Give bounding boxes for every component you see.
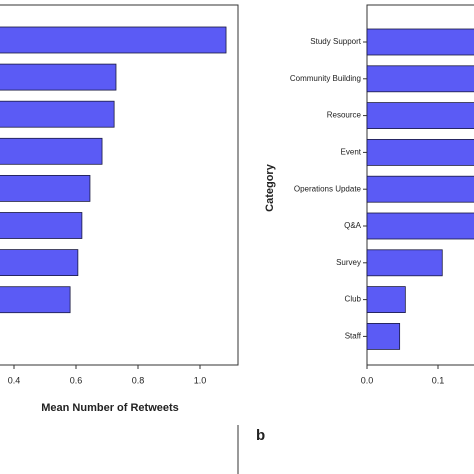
y-tick-label: Survey bbox=[336, 258, 361, 267]
bar bbox=[366, 102, 474, 129]
plot-frame bbox=[0, 4, 239, 366]
bar bbox=[366, 65, 474, 93]
bar bbox=[0, 286, 71, 314]
y-tick-label: Club bbox=[345, 295, 362, 304]
panel-label: b bbox=[256, 427, 265, 444]
y-tick-label: Study Support bbox=[310, 37, 361, 46]
x-tick-label: 0.0 bbox=[361, 375, 374, 385]
bar bbox=[0, 137, 103, 165]
bar bbox=[0, 212, 83, 239]
y-tick-label: Operations Update bbox=[294, 184, 362, 193]
y-tick-label: Event bbox=[341, 148, 362, 157]
bar bbox=[0, 63, 117, 91]
bar bbox=[366, 28, 474, 56]
bar bbox=[0, 249, 79, 277]
y-tick-label: Community Building bbox=[290, 74, 361, 83]
bar bbox=[366, 322, 401, 350]
y-tick-label: Staff bbox=[345, 332, 362, 341]
y-tick-label: Q&A bbox=[344, 221, 362, 230]
x-tick-label: 1.0 bbox=[194, 375, 207, 385]
x-tick-label: 0.6 bbox=[70, 375, 83, 385]
y-axis-label: Category bbox=[264, 163, 276, 212]
bar bbox=[366, 138, 474, 166]
y-tick-label: Resource bbox=[327, 111, 362, 120]
x-axis-label: Mean Number of Retweets bbox=[41, 402, 179, 414]
bar bbox=[366, 286, 406, 314]
bar bbox=[0, 100, 115, 128]
bar bbox=[0, 26, 227, 54]
bar bbox=[366, 249, 443, 277]
bar bbox=[366, 175, 474, 203]
x-tick-label: 0.4 bbox=[8, 375, 21, 385]
bar bbox=[0, 174, 91, 202]
x-tick-label: 0.8 bbox=[132, 375, 145, 385]
x-tick-label: 0.1 bbox=[432, 375, 445, 385]
bar bbox=[366, 212, 474, 240]
